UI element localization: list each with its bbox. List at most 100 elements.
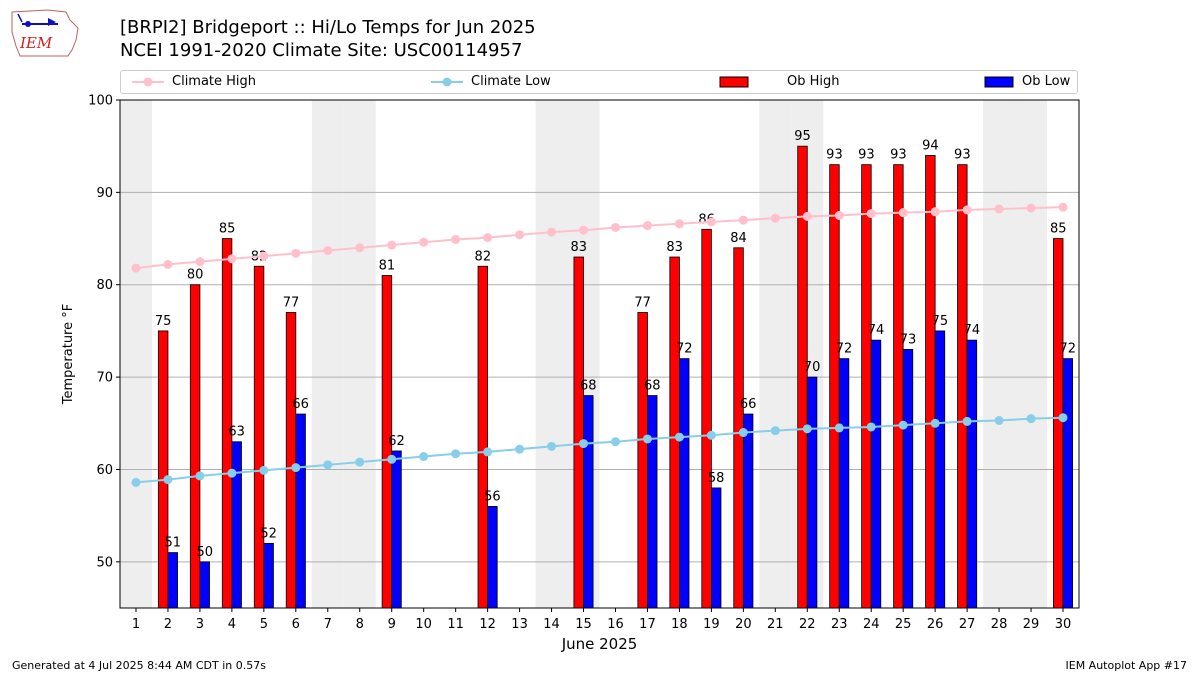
data-label-ob-low: 52 (260, 526, 277, 541)
weekend-shade (567, 100, 600, 608)
x-tick-label: 21 (767, 617, 784, 632)
climate-low-point (355, 457, 365, 467)
bar-ob-high (957, 164, 968, 609)
x-tick-label: 30 (1055, 617, 1072, 632)
plot-frame (119, 99, 1080, 609)
weekend-shade (120, 100, 152, 608)
climate-high-point (1026, 203, 1036, 213)
data-label-ob-high: 85 (1050, 222, 1067, 237)
climate-low-point (642, 434, 652, 444)
bar-ob-low (487, 505, 498, 609)
climate-high-point (930, 207, 940, 217)
bar-ob-low (583, 395, 594, 609)
climate-high-point (323, 246, 333, 256)
climate-high-point (227, 254, 237, 264)
x-axis-label: June 2025 (561, 635, 638, 653)
data-label-ob-low: 74 (868, 323, 885, 338)
data-label-ob-low: 56 (484, 489, 501, 504)
data-label-ob-high: 93 (858, 148, 875, 163)
data-label-ob-high: 82 (251, 249, 268, 264)
bar-ob-high (701, 228, 712, 609)
data-label-ob-low: 58 (708, 471, 725, 486)
climate-low-point (451, 449, 461, 459)
data-label-ob-high: 77 (283, 295, 300, 310)
x-tick-label: 5 (260, 617, 268, 632)
data-label-ob-low: 50 (196, 545, 213, 560)
legend-label-climate-high: Climate High (172, 74, 257, 89)
climate-low-point (291, 463, 301, 473)
climate-high-point (962, 205, 972, 215)
climate-high-point (866, 209, 876, 219)
data-label-ob-low: 66 (292, 397, 309, 412)
climate-low-point (738, 428, 748, 438)
x-tick-label: 26 (927, 617, 944, 632)
x-tick-label: 2 (164, 617, 172, 632)
climate-low-point (802, 424, 812, 434)
logo-text: IEM (19, 34, 53, 52)
bar-ob-high (477, 265, 489, 609)
weekend-shade (791, 100, 824, 608)
climate-high-point (1058, 202, 1068, 212)
bar-ob-high (733, 247, 744, 609)
y-tick-label: 60 (96, 463, 113, 478)
bar-ob-low (199, 561, 210, 609)
legend: Climate High Climate Low Ob High Ob Low (120, 70, 1078, 94)
x-tick-label: 25 (895, 617, 912, 632)
x-tick-label: 23 (831, 617, 848, 632)
y-tick-label: 100 (88, 94, 113, 109)
bar-ob-high (861, 164, 872, 609)
data-label-ob-high: 82 (475, 249, 492, 264)
x-tick-label: 1 (132, 617, 140, 632)
data-label-ob-high: 94 (922, 138, 939, 153)
data-label-ob-low: 70 (804, 360, 821, 375)
bar-ob-low (710, 487, 722, 609)
x-tick-label: 14 (543, 617, 560, 632)
x-tick-label: 15 (575, 617, 592, 632)
data-label-ob-low: 74 (964, 323, 981, 338)
legend-label-ob-high: Ob High (787, 74, 840, 89)
x-tick-label: 29 (1023, 617, 1040, 632)
climate-low-point (419, 452, 429, 462)
climate-low-point (930, 418, 940, 428)
weekend-shade (983, 100, 1016, 608)
bar-ob-low (679, 358, 690, 609)
bar-ob-low (1062, 358, 1074, 609)
y-axis-label: Temperature °F (61, 304, 76, 405)
climate-low-point (706, 430, 716, 440)
data-label-ob-high: 83 (666, 240, 683, 255)
bar-ob-high (157, 330, 169, 609)
y-tick-label: 70 (96, 371, 113, 386)
climate-low-point (898, 420, 908, 430)
climate-low-point (259, 465, 269, 475)
climate-high-point (738, 215, 748, 225)
bar-ob-low (647, 395, 658, 609)
data-label-ob-low: 68 (644, 379, 661, 394)
data-label-ob-low: 72 (836, 342, 853, 357)
x-tick-label: 8 (356, 617, 364, 632)
x-tick-label: 20 (735, 617, 752, 632)
bar-ob-low (742, 413, 754, 609)
x-tick-label: 9 (388, 617, 396, 632)
legend-label-climate-low: Climate Low (471, 74, 551, 89)
data-label-ob-low: 72 (1060, 342, 1077, 357)
climate-low-point (994, 416, 1004, 426)
bar-ob-high (1053, 238, 1064, 609)
climate-high-point (834, 210, 844, 220)
climate-high-point (419, 237, 429, 247)
data-label-ob-high: 80 (187, 268, 204, 283)
weekend-shade (759, 100, 792, 608)
climate-low-point (1058, 413, 1068, 423)
x-tick-label: 6 (292, 617, 300, 632)
climate-low-point (579, 439, 589, 449)
climate-high-point (706, 217, 716, 227)
iem-logo: IEM (11, 9, 79, 57)
x-tick-label: 27 (959, 617, 976, 632)
data-label-ob-high: 93 (826, 148, 843, 163)
climate-low-point (131, 477, 141, 487)
weekend-shade (311, 100, 344, 608)
x-tick-label: 17 (639, 617, 656, 632)
x-tick-label: 3 (196, 617, 204, 632)
data-label-ob-low: 51 (164, 536, 181, 551)
data-label-ob-low: 75 (932, 314, 949, 329)
data-label-ob-low: 73 (900, 332, 917, 347)
